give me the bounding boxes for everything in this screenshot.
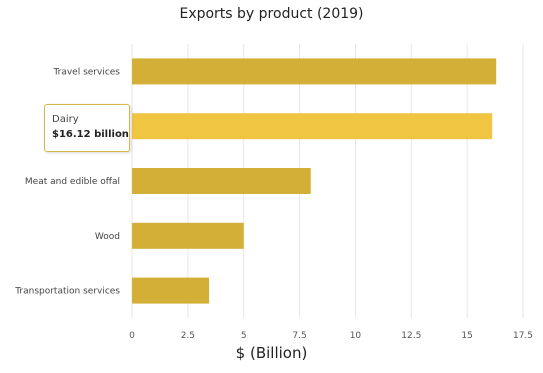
bar	[132, 58, 497, 85]
category-label: Meat and edible offal	[25, 177, 120, 187]
x-tick-label: 12.5	[401, 331, 421, 341]
chart-title: Exports by product (2019)	[179, 6, 364, 22]
category-label: Travel services	[52, 67, 120, 77]
bar	[132, 222, 244, 249]
x-tick-label: 5	[241, 331, 247, 341]
x-tick-label: 15	[461, 331, 472, 341]
tooltip: Dairy $16.12 billion	[44, 104, 130, 152]
category-label: Wood	[95, 232, 120, 242]
category-label: Transportation services	[14, 287, 120, 297]
x-tick-label: 17.5	[513, 331, 533, 341]
x-axis-label: $ (Billion)	[235, 344, 308, 362]
x-tick-label: 0	[129, 331, 135, 341]
bar	[132, 277, 210, 304]
bar	[132, 113, 493, 140]
tooltip-name: Dairy	[52, 114, 79, 125]
bar	[132, 168, 311, 194]
x-tick-label: 2.5	[181, 331, 195, 341]
x-tick-label: 7.5	[292, 331, 306, 341]
tooltip-value: $16.12 billion	[52, 129, 129, 140]
x-tick-label: 10	[350, 331, 362, 341]
